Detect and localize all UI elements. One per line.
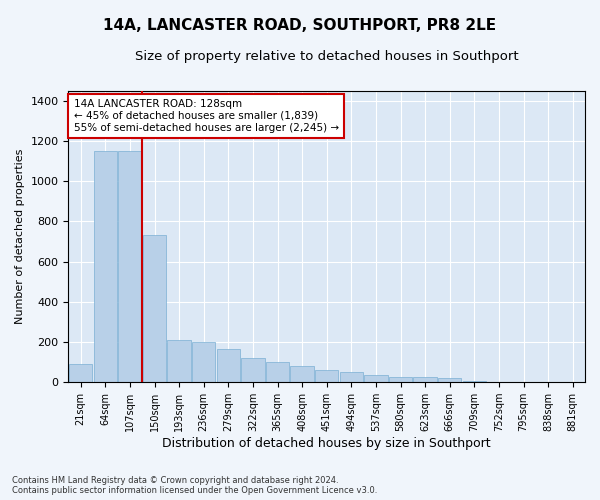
Y-axis label: Number of detached properties: Number of detached properties [15, 148, 25, 324]
Bar [266, 362, 289, 382]
Bar [167, 340, 191, 382]
Bar [364, 375, 388, 382]
Text: 14A LANCASTER ROAD: 128sqm
← 45% of detached houses are smaller (1,839)
55% of s: 14A LANCASTER ROAD: 128sqm ← 45% of deta… [74, 100, 338, 132]
Bar [438, 378, 461, 382]
Bar [413, 377, 437, 382]
Bar [94, 151, 117, 382]
Bar [389, 377, 412, 382]
Bar [143, 236, 166, 382]
Bar [69, 364, 92, 382]
Title: Size of property relative to detached houses in Southport: Size of property relative to detached ho… [135, 50, 518, 63]
X-axis label: Distribution of detached houses by size in Southport: Distribution of detached houses by size … [163, 437, 491, 450]
Bar [192, 342, 215, 382]
Bar [118, 151, 142, 382]
Text: Contains HM Land Registry data © Crown copyright and database right 2024.
Contai: Contains HM Land Registry data © Crown c… [12, 476, 377, 495]
Text: 14A, LANCASTER ROAD, SOUTHPORT, PR8 2LE: 14A, LANCASTER ROAD, SOUTHPORT, PR8 2LE [103, 18, 497, 32]
Bar [290, 366, 314, 382]
Bar [241, 358, 265, 382]
Bar [315, 370, 338, 382]
Bar [340, 372, 363, 382]
Bar [463, 381, 486, 382]
Bar [217, 349, 240, 382]
